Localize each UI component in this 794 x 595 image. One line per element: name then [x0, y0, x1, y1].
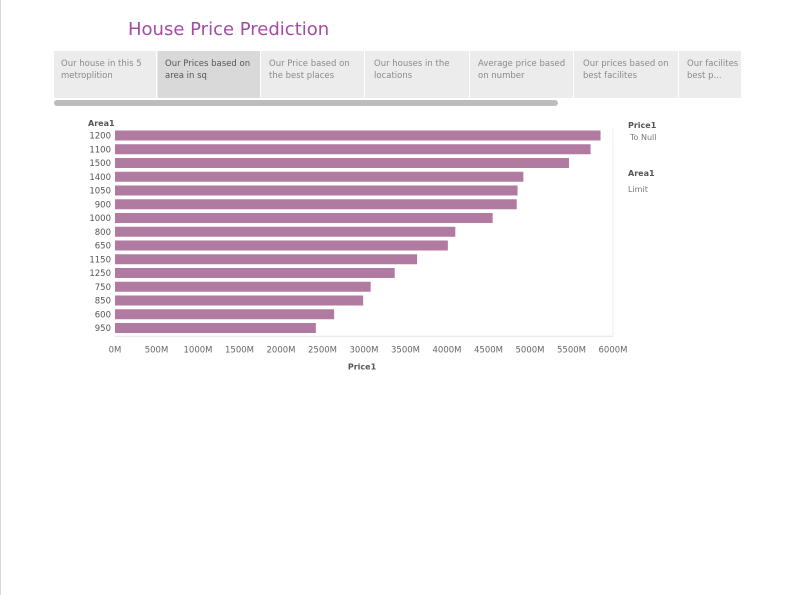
tab-best-places[interactable]: Our Price based on the best places — [262, 51, 365, 98]
x-tick-label: 3500M — [391, 345, 420, 355]
category-label: 1000 — [89, 214, 111, 224]
category-label: 650 — [95, 242, 111, 252]
bar — [115, 226, 456, 237]
tab-label: Our house in this 5 metroplition — [61, 59, 142, 81]
category-label: 750 — [95, 283, 111, 293]
tab-facilites-places[interactable]: Our facilites in the best p... — [680, 51, 741, 98]
tab-prices-area[interactable]: Our Prices based on area in sq — [158, 51, 261, 98]
bar — [115, 158, 570, 168]
category-label: 1100 — [89, 145, 111, 155]
bar — [115, 213, 493, 223]
bar — [115, 309, 335, 320]
x-tick-label: 2500M — [308, 345, 337, 355]
tab-label: Our houses in the locations — [374, 59, 450, 81]
tab-label: Our facilites in the best p... — [687, 59, 741, 81]
x-tick-label: 2000M — [267, 345, 296, 355]
category-label: 1250 — [89, 269, 111, 279]
x-axis-title: Price1 — [348, 362, 377, 371]
dashboard-title: House Price Prediction — [128, 19, 330, 40]
bar — [115, 144, 591, 155]
tab-label: Our Price based on the best places — [269, 59, 350, 81]
page-left-border — [0, 0, 1, 595]
legend-area-value: Limit — [628, 185, 648, 194]
bar — [115, 199, 517, 210]
category-label: 600 — [95, 310, 111, 320]
tab-label: Our Prices based on area in sq — [165, 59, 251, 81]
legend-price-value: To Null — [630, 133, 657, 142]
bar — [115, 171, 524, 182]
x-tick-label: 0M — [109, 345, 122, 355]
bar — [115, 323, 316, 333]
tab-locations[interactable]: Our houses in the locations — [367, 51, 470, 98]
story-tabs: Our house in this 5 metroplition Our Pri… — [54, 51, 741, 98]
bar — [115, 295, 364, 306]
x-tick-label: 4500M — [474, 345, 503, 355]
tab-label: Our prices based on best facilites — [583, 59, 669, 81]
legend-area-title: Area1 — [628, 169, 655, 178]
tab-metropolition[interactable]: Our house in this 5 metroplition — [54, 51, 157, 98]
x-tick-label: 1000M — [184, 345, 213, 355]
bar — [115, 268, 395, 278]
bar — [115, 130, 601, 141]
bar — [115, 281, 371, 292]
x-tick-label: 6000M — [599, 345, 628, 355]
x-tick-label: 5000M — [516, 345, 545, 355]
category-label: 1050 — [89, 187, 111, 197]
category-label: 1200 — [89, 132, 111, 142]
category-label: 850 — [95, 297, 111, 307]
bar — [115, 240, 448, 251]
category-label: 1150 — [89, 255, 111, 265]
x-tick-label: 500M — [145, 345, 169, 355]
x-tick-label: 5500M — [557, 345, 586, 355]
x-tick-label: 4000M — [433, 345, 462, 355]
tabs-scrollbar[interactable] — [54, 100, 558, 106]
category-label: 800 — [95, 228, 111, 238]
legend-price-title: Price1 — [628, 121, 657, 130]
category-axis-title: Area1 — [88, 119, 115, 128]
category-label: 1400 — [89, 173, 111, 183]
category-label: 950 — [95, 324, 111, 334]
category-label: 900 — [95, 200, 111, 210]
x-tick-label: 1500M — [225, 345, 254, 355]
bar — [115, 254, 418, 265]
x-tick-label: 3000M — [350, 345, 379, 355]
bar — [115, 185, 518, 196]
tab-best-facilites[interactable]: Our prices based on best facilites — [576, 51, 679, 98]
tab-label: Average price based on number — [478, 59, 566, 81]
tab-average-price[interactable]: Average price based on number — [471, 51, 574, 98]
category-label: 1500 — [89, 159, 111, 169]
